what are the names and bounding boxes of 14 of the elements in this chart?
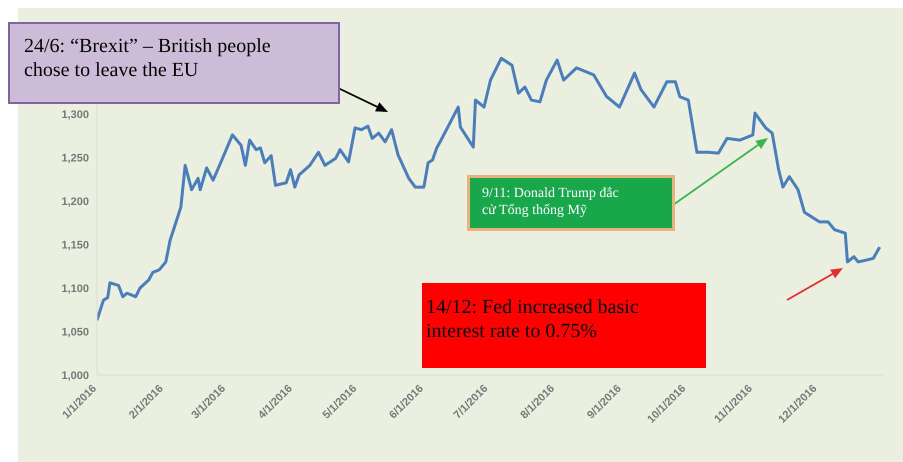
y-tick-label: 1,250 xyxy=(61,152,89,164)
y-tick-label: 1,050 xyxy=(61,326,89,338)
y-tick-label: 1,000 xyxy=(61,370,89,382)
y-tick-label: 1,100 xyxy=(61,282,89,295)
note-box: 24/6: “Brexit” – British people chose to leave the EU xyxy=(8,22,340,104)
line-series xyxy=(97,56,882,322)
y-tick-label: 1,150 xyxy=(61,239,89,252)
y-tick-label: 1,200 xyxy=(61,196,89,208)
note-box: 14/12: Fed increased basic interest rate to 0.75% xyxy=(422,283,706,368)
annotation: 9/11: Donald Trump đắc cử Tổng thống Mỹ xyxy=(482,186,619,218)
annotation: 14/12: Fed increased basic interest rate to 0.75% xyxy=(426,296,639,342)
note-box: 9/11: Donald Trump đắc cử Tổng thống Mỹ xyxy=(467,175,675,231)
annotation: 24/6: “Brexit” – British people chose to leave the EU xyxy=(24,35,271,81)
y-tick-label: 1,300 xyxy=(61,108,89,121)
